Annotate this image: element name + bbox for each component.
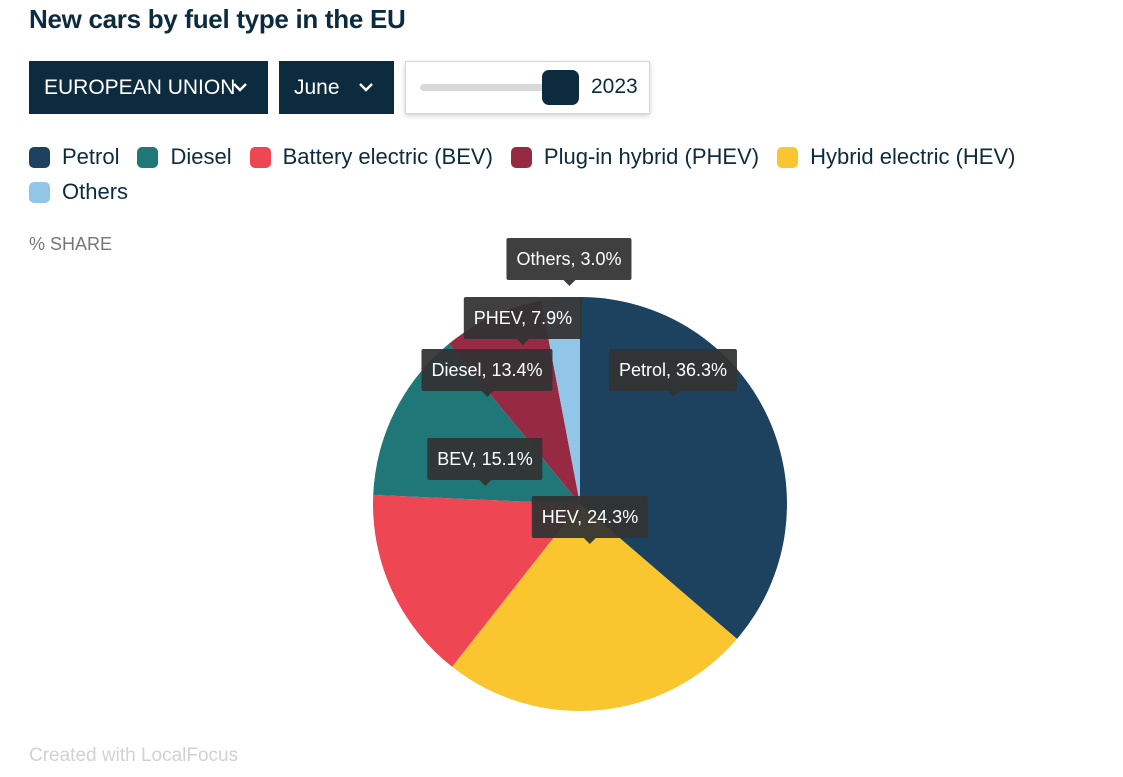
- data-label-diesel: Diesel, 13.4%: [421, 349, 553, 397]
- year-slider: 2023: [405, 61, 650, 114]
- legend-item-others[interactable]: Others: [29, 179, 129, 204]
- legend-swatch: [29, 181, 50, 203]
- legend-label: Others: [62, 179, 129, 204]
- pie-slice-hev[interactable]: [452, 504, 737, 712]
- data-label-others: Others, 3.0%: [506, 238, 632, 286]
- region-dropdown-label: EUROPEAN UNION: [44, 75, 236, 99]
- data-label-petrol: Petrol, 36.3%: [608, 349, 738, 397]
- legend-item-bev[interactable]: Battery electric (BEV): [249, 144, 493, 169]
- legend-swatch: [137, 146, 159, 168]
- chart-title: New cars by fuel type in the EU: [29, 4, 406, 34]
- month-dropdown[interactable]: June: [279, 61, 394, 114]
- legend-swatch: [510, 146, 532, 168]
- legend-label: Diesel: [170, 144, 232, 169]
- month-dropdown-label: June: [294, 75, 340, 99]
- legend-item-hev[interactable]: Hybrid electric (HEV): [777, 144, 1016, 169]
- legend-label: Hybrid electric (HEV): [810, 144, 1016, 169]
- legend-item-petrol[interactable]: Petrol: [29, 144, 120, 169]
- data-label-bev: BEV, 15.1%: [427, 438, 543, 486]
- legend-item-phev[interactable]: Plug-in hybrid (PHEV): [510, 144, 760, 169]
- chevron-down-icon: [359, 83, 373, 92]
- data-label-hev: HEV, 24.3%: [531, 496, 649, 544]
- pie-slice-others[interactable]: [541, 297, 580, 504]
- legend-item-diesel[interactable]: Diesel: [137, 144, 232, 169]
- data-label-phev: PHEV, 7.9%: [463, 297, 583, 345]
- legend-label: Petrol: [62, 144, 120, 169]
- year-slider-handle[interactable]: [542, 70, 579, 105]
- year-slider-track[interactable]: [420, 84, 560, 91]
- credit-text: Created with LocalFocus: [29, 745, 239, 766]
- pie-slice-bev[interactable]: [372, 494, 580, 667]
- legend-swatch: [29, 146, 50, 168]
- chevron-down-icon: [233, 83, 247, 92]
- region-dropdown[interactable]: EUROPEAN UNION: [29, 61, 268, 114]
- year-slider-value: 2023: [591, 75, 638, 98]
- share-label: % SHARE: [29, 234, 113, 254]
- legend-swatch: [249, 146, 271, 168]
- legend-label: Plug-in hybrid (PHEV): [543, 144, 760, 169]
- legend-swatch: [777, 146, 799, 168]
- legend: Petrol Diesel Battery electric (BEV) Plug-i…: [29, 144, 1089, 204]
- legend-label: Battery electric (BEV): [282, 144, 493, 169]
